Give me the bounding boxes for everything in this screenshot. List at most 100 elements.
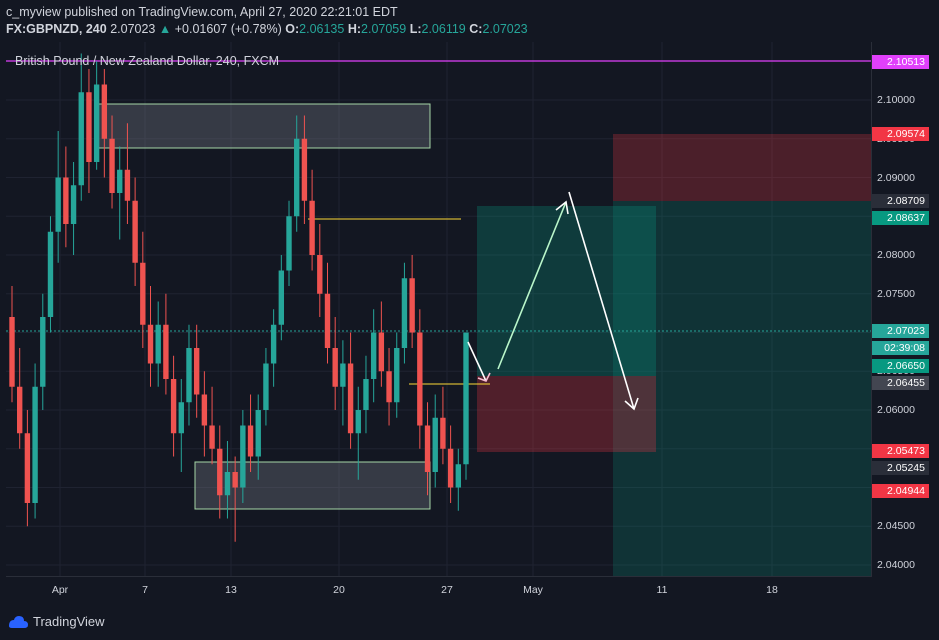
candle-body bbox=[270, 324, 277, 364]
candle-body bbox=[317, 255, 323, 294]
candle bbox=[217, 425, 223, 519]
candle bbox=[440, 386, 446, 465]
price-label: 2.08709 bbox=[872, 194, 929, 208]
candle bbox=[209, 386, 215, 465]
candle bbox=[317, 224, 323, 317]
candle-body bbox=[340, 363, 346, 387]
candle bbox=[294, 115, 300, 232]
price-label: 2.06650 bbox=[872, 359, 929, 373]
candle bbox=[193, 324, 200, 418]
candle-body bbox=[70, 185, 77, 224]
price-label: 2.07023 bbox=[872, 324, 929, 338]
candle-body bbox=[347, 363, 354, 434]
candle-body bbox=[355, 410, 361, 434]
candle-body bbox=[409, 278, 415, 333]
candle-body bbox=[463, 332, 469, 465]
supply-zone-rect bbox=[96, 103, 431, 149]
candle bbox=[109, 115, 115, 209]
candle-body bbox=[263, 363, 269, 410]
candle-body bbox=[163, 324, 169, 379]
candle bbox=[324, 262, 331, 364]
close-value: 2.07023 bbox=[482, 22, 528, 36]
candle-body bbox=[447, 448, 454, 488]
candle bbox=[186, 324, 192, 426]
candle bbox=[93, 61, 100, 170]
candle bbox=[70, 162, 77, 255]
price-label: 2.06455 bbox=[872, 376, 929, 390]
candle-body bbox=[217, 448, 223, 496]
change-value: +0.01607 (+0.78%) bbox=[174, 22, 282, 36]
candle-body bbox=[286, 216, 292, 271]
chart-title: British Pound / New Zealand Dollar, 240,… bbox=[15, 54, 280, 68]
long-target-zone bbox=[477, 206, 656, 376]
price-chart[interactable] bbox=[6, 42, 871, 576]
candle-body bbox=[170, 379, 177, 434]
candle-body bbox=[132, 200, 138, 263]
time-tick: 11 bbox=[656, 584, 668, 596]
candle-body bbox=[178, 402, 184, 434]
change-up-icon: ▲ bbox=[158, 22, 172, 36]
price-label: 2.10513 bbox=[872, 55, 929, 69]
candle-body bbox=[209, 425, 215, 449]
time-tick: 7 bbox=[142, 584, 148, 596]
candle-body bbox=[417, 332, 423, 426]
price-tick: 2.06000 bbox=[877, 404, 915, 416]
candle-body bbox=[440, 417, 446, 449]
price-axis[interactable]: 2.100002.095002.090002.085002.080002.075… bbox=[871, 42, 939, 576]
candle-body bbox=[432, 417, 438, 472]
candle bbox=[378, 301, 385, 387]
candle bbox=[332, 317, 338, 410]
candle-body bbox=[255, 410, 261, 457]
short-stop-zone bbox=[613, 134, 871, 201]
projection-arrow-up bbox=[497, 201, 567, 370]
candle bbox=[101, 69, 108, 178]
candle-body bbox=[86, 92, 92, 162]
short-target-zone bbox=[613, 201, 871, 576]
candle bbox=[301, 115, 308, 224]
arrow-head-1 bbox=[477, 372, 491, 383]
close-label: C: bbox=[469, 22, 483, 36]
candle bbox=[240, 410, 246, 503]
tradingview-brand[interactable]: TradingView bbox=[33, 614, 105, 629]
candle-body bbox=[309, 200, 315, 255]
tradingview-logo-icon[interactable] bbox=[7, 614, 29, 630]
last-price: 2.07023 bbox=[110, 22, 156, 36]
candle-body bbox=[147, 324, 154, 364]
candle bbox=[309, 169, 315, 271]
candle-body bbox=[78, 92, 84, 186]
price-tick: 2.04500 bbox=[877, 520, 915, 533]
arrow-head-2 bbox=[624, 397, 639, 411]
price-label: 02:39:08 bbox=[872, 341, 929, 355]
candle-body bbox=[201, 394, 208, 426]
candles-group bbox=[9, 53, 469, 542]
candle bbox=[147, 286, 154, 387]
candle-body bbox=[424, 425, 431, 472]
time-tick: 13 bbox=[225, 584, 237, 596]
time-axis[interactable]: Apr 7 13 20 27 May 11 18 bbox=[6, 577, 871, 603]
candle bbox=[63, 146, 69, 248]
demand-zone-rect bbox=[194, 461, 431, 510]
candle bbox=[286, 200, 292, 286]
candle-body bbox=[332, 348, 338, 387]
price-tick: 2.07500 bbox=[877, 287, 915, 300]
candle-body bbox=[247, 425, 254, 457]
candle-body bbox=[93, 84, 100, 162]
candle-body bbox=[117, 169, 123, 193]
candle bbox=[232, 456, 238, 542]
candle-body bbox=[394, 348, 400, 403]
price-label: 2.09574 bbox=[872, 127, 929, 141]
candle bbox=[463, 332, 469, 480]
candle-body bbox=[294, 138, 300, 217]
high-value: 2.07059 bbox=[361, 22, 407, 36]
candle-body bbox=[278, 270, 285, 325]
open-value: 2.06135 bbox=[299, 22, 345, 36]
candle bbox=[455, 448, 461, 511]
candle-body bbox=[155, 324, 161, 364]
candle bbox=[155, 301, 161, 387]
price-tick: 2.08000 bbox=[877, 249, 915, 261]
candle bbox=[247, 394, 254, 472]
candle bbox=[347, 332, 354, 449]
candle bbox=[170, 355, 177, 457]
chart-plot-area[interactable] bbox=[6, 42, 872, 577]
candle-body bbox=[24, 433, 31, 503]
